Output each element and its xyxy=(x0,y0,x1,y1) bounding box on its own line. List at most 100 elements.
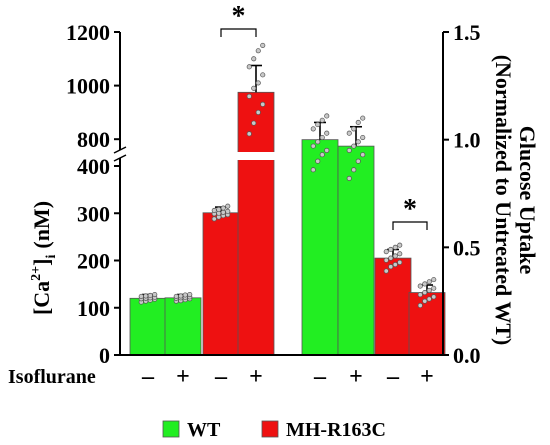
right-data-point xyxy=(417,283,423,289)
right-data-point xyxy=(351,167,357,173)
right-data-point xyxy=(315,122,321,128)
right-data-point xyxy=(360,115,366,121)
right-data-point xyxy=(310,167,316,173)
axis-break-band xyxy=(237,152,275,160)
left-data-point xyxy=(251,56,257,62)
treatment-symbol: – xyxy=(386,364,400,390)
right-data-point xyxy=(346,130,352,136)
left-bar-1 xyxy=(164,297,202,356)
right-data-point xyxy=(392,262,398,268)
left-data-point xyxy=(138,293,144,299)
left-data-point xyxy=(216,206,222,213)
right-axis-tick-label: 1.0 xyxy=(453,128,481,153)
right-data-point xyxy=(351,143,357,149)
significance-bracket-left-star: * xyxy=(232,1,246,32)
treatment-symbol: + xyxy=(176,364,190,390)
significance-bracket-right xyxy=(392,221,428,230)
left-axis-tick-label: 400 xyxy=(77,154,110,179)
right-data-point xyxy=(355,139,361,145)
right-data-point xyxy=(426,296,432,302)
left-data-point xyxy=(143,293,149,299)
left-data-point xyxy=(260,72,266,78)
left-axis-title: [Ca2+]i(nM) xyxy=(29,201,59,315)
right-data-point xyxy=(417,292,423,298)
right-data-point xyxy=(431,294,437,300)
left-data-point xyxy=(211,216,217,222)
right-data-point xyxy=(388,264,394,270)
left-axis-break-mark xyxy=(113,146,127,154)
left-data-point xyxy=(255,80,261,86)
right-data-point xyxy=(422,298,428,304)
legend: WT MH-R163C xyxy=(162,419,386,441)
left-axis-tick-label: 0 xyxy=(99,343,110,368)
left-data-point xyxy=(211,207,217,213)
significance-bracket-right-star: * xyxy=(403,194,417,225)
left-data-point xyxy=(182,292,188,298)
right-bar-0 xyxy=(301,139,339,356)
left-data-point xyxy=(152,291,158,298)
right-data-point xyxy=(351,126,357,132)
left-data-point xyxy=(225,208,231,214)
left-data-point xyxy=(220,209,226,215)
legend-label-1: MH-R163C xyxy=(286,419,386,441)
left-data-point xyxy=(255,109,261,115)
left-data-point xyxy=(147,292,153,299)
left-axis-tick-label: 1000 xyxy=(66,74,110,99)
legend-swatch-1 xyxy=(261,420,279,438)
left-bar-2 xyxy=(202,212,240,356)
left-data-point xyxy=(246,131,252,137)
treatment-symbol: + xyxy=(349,364,363,390)
right-axis-tick-label: 1.5 xyxy=(453,20,481,45)
significance-bracket-left xyxy=(220,28,257,37)
left-data-point xyxy=(251,85,257,91)
right-data-point xyxy=(426,287,432,293)
right-data-point xyxy=(346,147,352,153)
left-axis-tick-label: 800 xyxy=(77,127,110,152)
legend-label-0: WT xyxy=(187,419,221,441)
right-data-point xyxy=(324,130,330,136)
left-axis-tick-label: 100 xyxy=(77,296,110,321)
treatment-symbol: + xyxy=(249,364,263,390)
right-axis-tick-label: 0.0 xyxy=(453,343,481,368)
right-data-point xyxy=(319,134,325,141)
left-data-point xyxy=(246,93,252,99)
right-data-point xyxy=(431,285,437,291)
right-data-point xyxy=(319,117,325,123)
right-data-point xyxy=(319,152,325,158)
right-data-point xyxy=(388,255,394,261)
right-axis-title-line1: Glucose Uptake xyxy=(515,126,540,275)
right-data-point xyxy=(431,277,437,283)
treatment-symbol: + xyxy=(420,364,434,390)
legend-swatch-0 xyxy=(162,420,180,438)
axis-layer: [Ca2+]i(nM) Glucose Uptake (Normalized t… xyxy=(8,1,540,390)
right-data-point xyxy=(315,139,321,145)
right-data-point xyxy=(315,158,321,164)
right-data-point xyxy=(397,259,403,265)
right-data-point xyxy=(310,143,316,149)
isoflurane-row-label: Isoflurane xyxy=(8,366,96,388)
right-data-point xyxy=(392,253,398,259)
right-axis-tick-label: 0.5 xyxy=(453,235,481,260)
right-data-point xyxy=(422,290,428,296)
left-data-point xyxy=(251,120,257,126)
right-data-point xyxy=(397,251,403,257)
treatment-symbol: – xyxy=(214,364,228,390)
right-axis-title-line2: (Normalized to Untreated WT) xyxy=(491,55,516,346)
treatment-symbol: – xyxy=(313,364,327,390)
right-data-point xyxy=(426,279,432,285)
left-axis-tick-label: 1200 xyxy=(66,20,110,45)
left-axis-tick-label: 200 xyxy=(77,249,110,274)
left-data-point xyxy=(173,293,179,299)
treatment-symbol: – xyxy=(141,364,155,390)
left-data-point xyxy=(178,293,184,299)
right-data-point xyxy=(355,158,361,164)
right-data-point xyxy=(360,152,366,158)
right-data-point xyxy=(383,257,389,263)
left-axis-tick-label: 300 xyxy=(77,201,110,226)
right-data-point xyxy=(383,268,389,274)
right-data-point xyxy=(310,126,316,132)
left-data-point xyxy=(255,48,261,54)
left-axis-break-mark xyxy=(113,154,127,162)
right-data-point xyxy=(355,119,361,125)
